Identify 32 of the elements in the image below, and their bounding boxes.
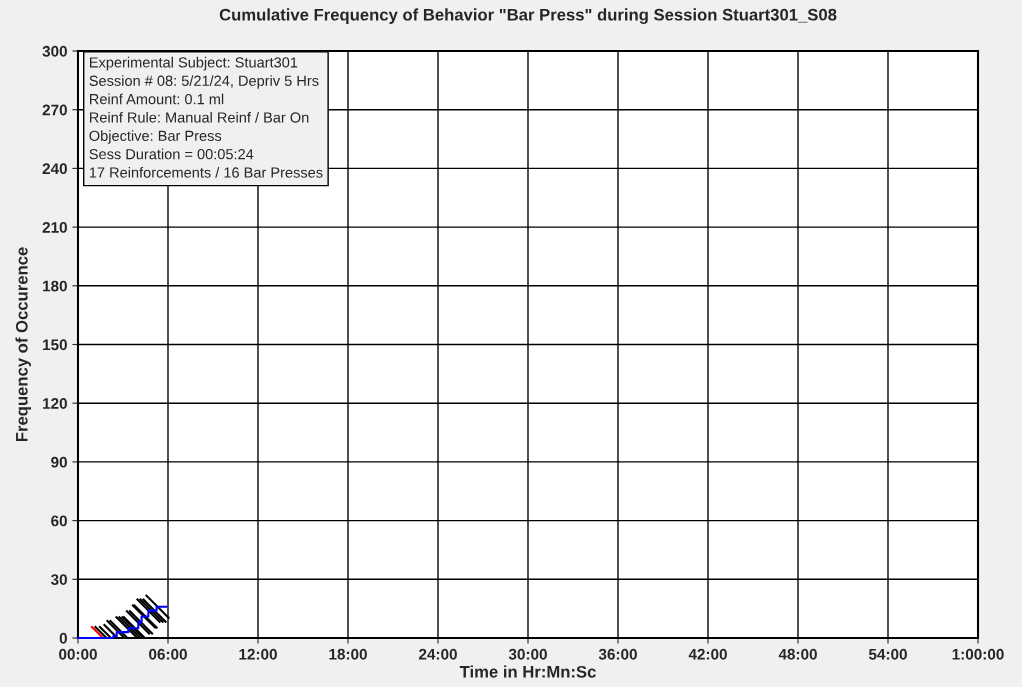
chart-title: Cumulative Frequency of Behavior "Bar Press" during Session Stuart301_S08 — [219, 8, 837, 24]
x-tick-label: 24:00 — [418, 648, 457, 660]
x-tick-label: 12:00 — [239, 648, 277, 660]
y-tick-label: 120 — [43, 398, 67, 409]
x-tick-label: 1:00:00 — [952, 648, 1004, 660]
y-tick-label: 180 — [43, 280, 67, 292]
y-tick-label: 240 — [42, 163, 67, 175]
y-tick-label: 60 — [51, 515, 67, 527]
x-tick-label: 00:00 — [59, 648, 97, 660]
y-tick-label: 90 — [51, 456, 67, 468]
x-tick-label: 18:00 — [329, 648, 367, 660]
x-tick-label: 30:00 — [508, 648, 547, 660]
annotation: Objective: Bar Press — [89, 130, 222, 144]
y-axis-title: Frequency of Occurence — [15, 247, 31, 442]
x-tick-label: 06:00 — [149, 648, 187, 660]
y-tick-label: 30 — [50, 574, 67, 586]
y-tick-label: 0 — [59, 632, 67, 644]
annotation: Reinf Amount: 0.1 ml — [90, 93, 224, 105]
y-tick-label: 300 — [42, 45, 67, 57]
x-tick-label: 36:00 — [598, 648, 637, 660]
annotation: Experimental Subject: Stuart301 — [90, 56, 298, 71]
annotation: Sess Duration = 00:05:24 — [89, 148, 254, 160]
annotation: 17 Reinforcements / 16 Bar Presses — [89, 166, 323, 178]
y-tick-label: 150 — [43, 339, 67, 351]
x-axis-title: Time in Hr:Mn:Sc — [459, 665, 596, 678]
annotation: Session # 08: 5/21/24, Depriv 5 Hrs — [89, 75, 319, 89]
y-tick-label: 210 — [42, 221, 67, 233]
x-tick-label: 48:00 — [778, 648, 817, 660]
annotation: Reinf Rule: Manual Reinf / Bar On — [90, 111, 309, 123]
y-tick-label: 270 — [42, 104, 67, 116]
x-tick-label: 42:00 — [688, 648, 727, 660]
x-tick-label: 54:00 — [868, 648, 907, 660]
